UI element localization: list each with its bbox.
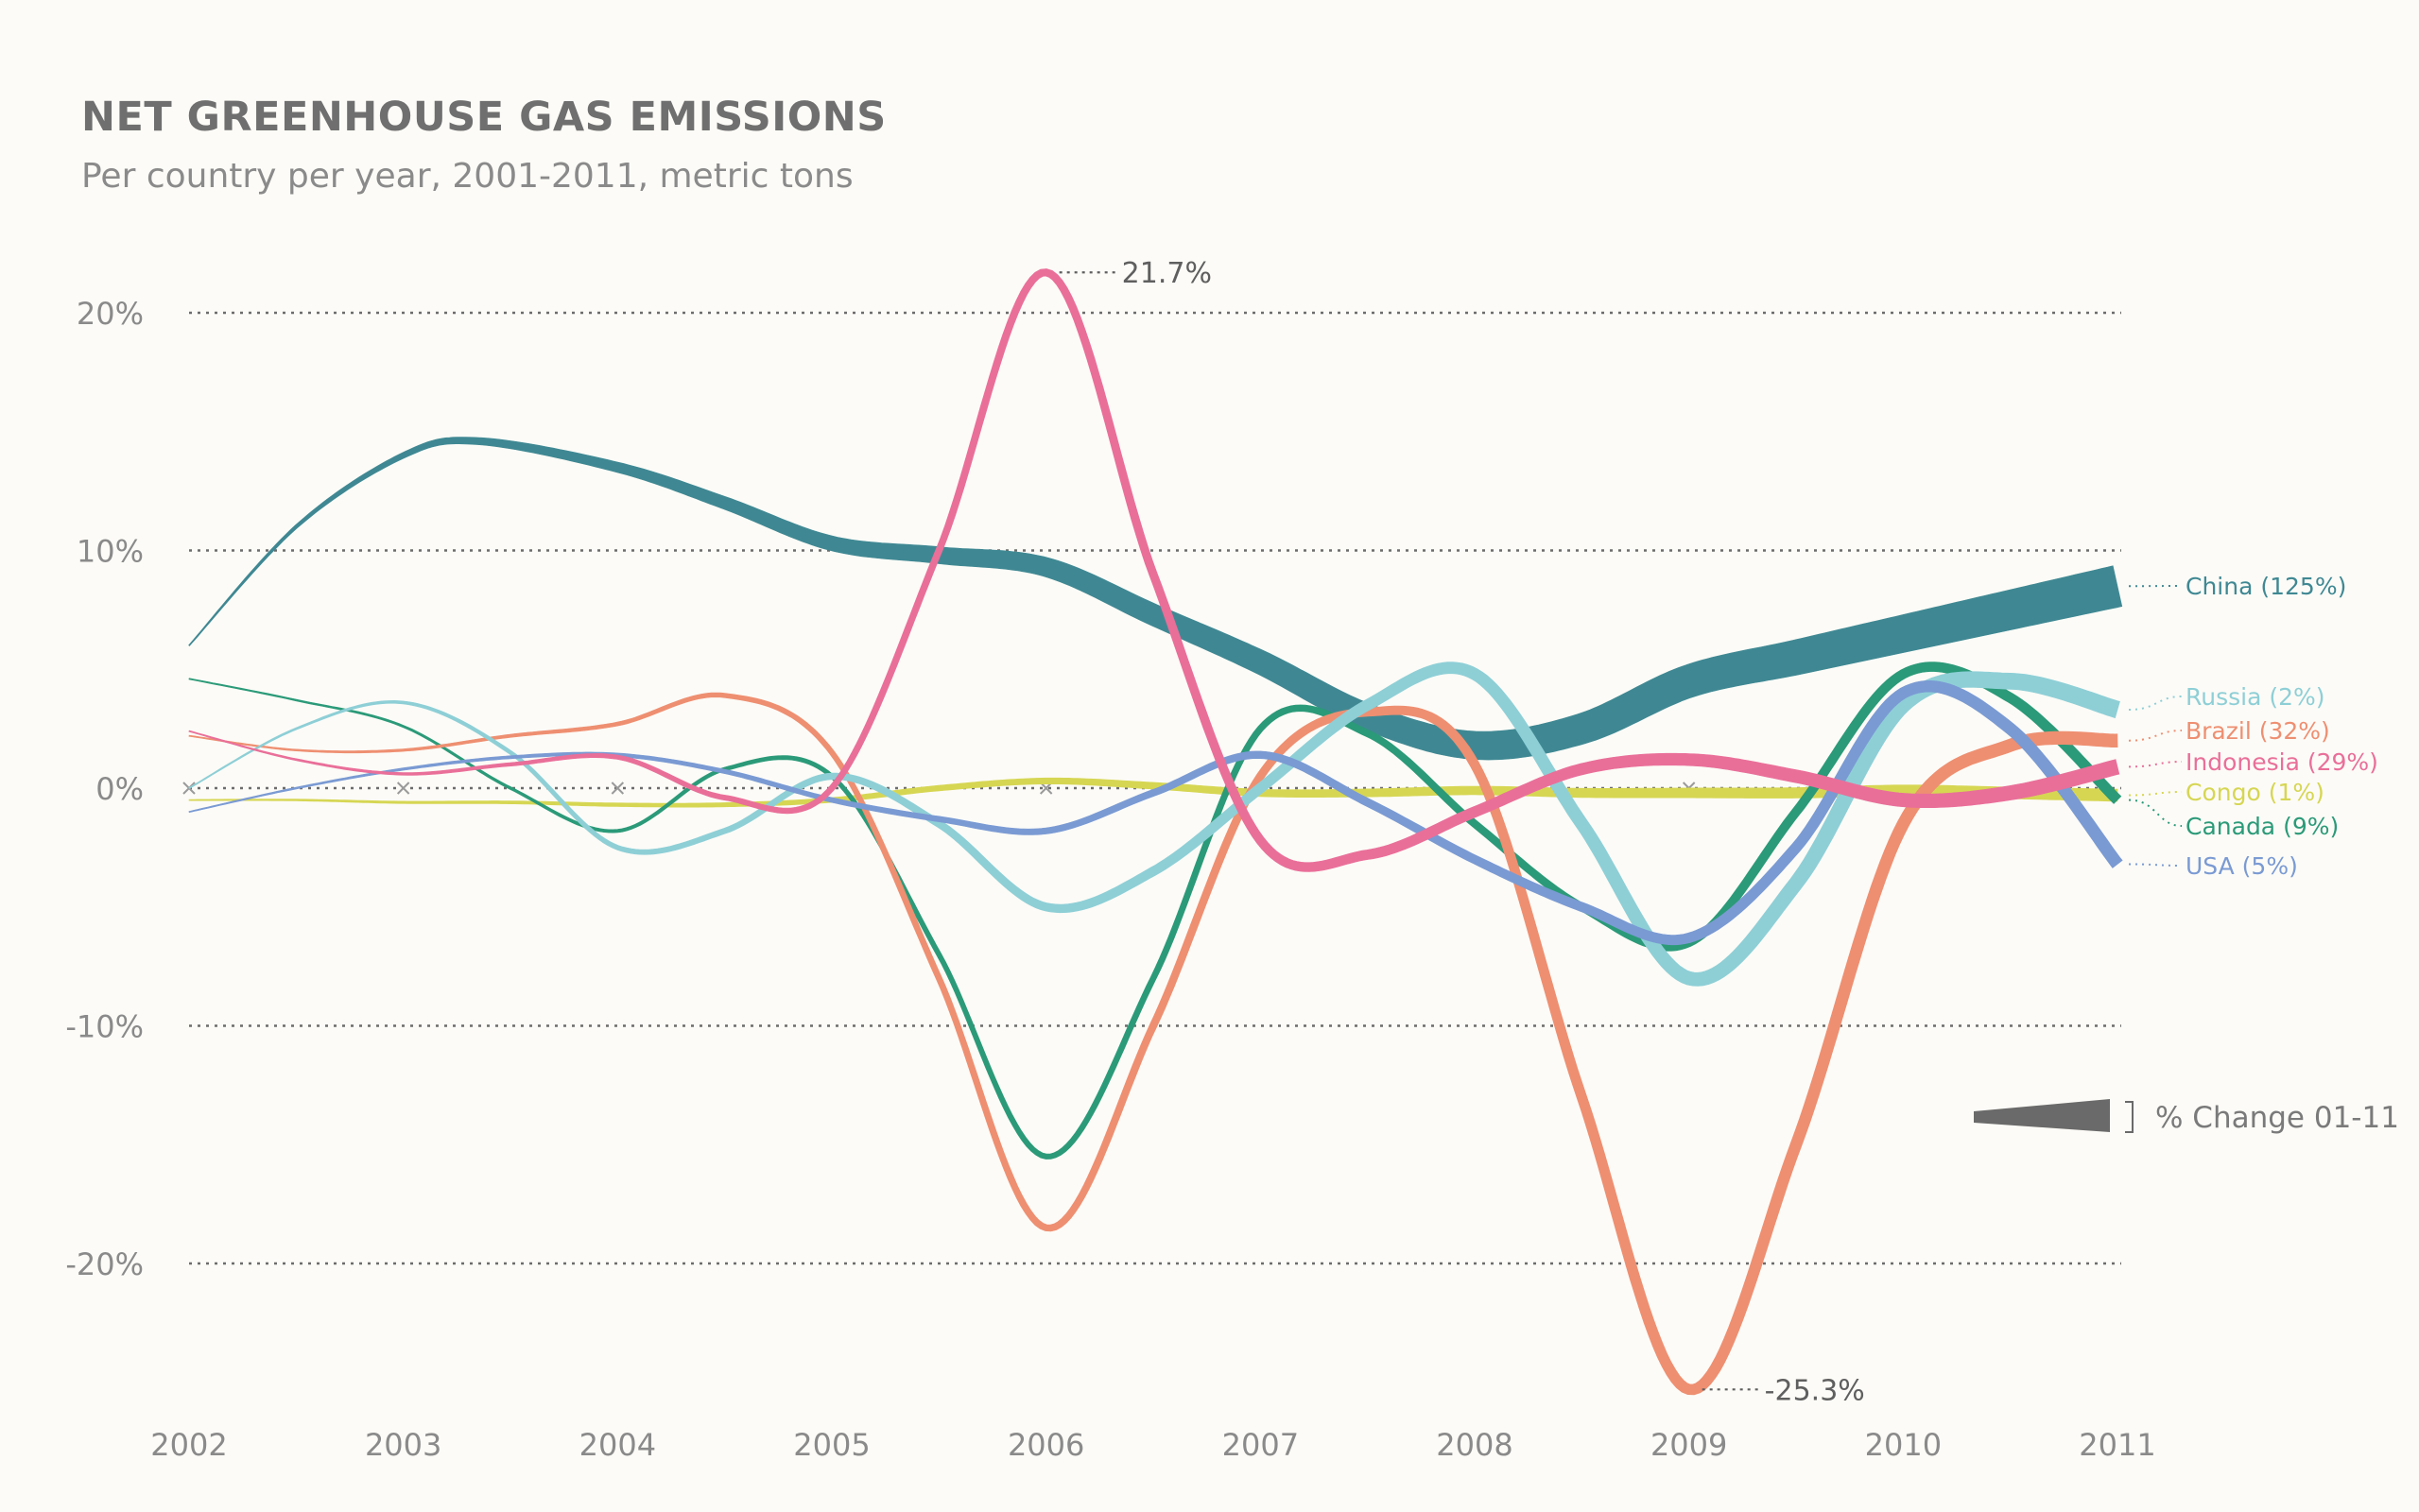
series-line-usa bbox=[188, 679, 2123, 946]
y-axis-ticks: 20% 10% 0% -10% -20% bbox=[65, 296, 144, 1282]
series-label-china: China (125%) bbox=[2186, 573, 2346, 600]
series-label-connector bbox=[2128, 799, 2183, 827]
y-tick-label: 20% bbox=[77, 296, 144, 332]
series-labels: China (125%) Russia (2%) Brazil (32%) Indon… bbox=[2128, 573, 2378, 880]
x-tick-label: 2011 bbox=[2079, 1427, 2155, 1463]
x-tick-label: 2004 bbox=[579, 1427, 656, 1463]
series-label-brazil: Brazil (32%) bbox=[2186, 717, 2330, 745]
x-tick-label: 2007 bbox=[1222, 1427, 1299, 1463]
x-tick-label: 2003 bbox=[365, 1427, 441, 1463]
series-lines bbox=[188, 268, 2123, 1396]
series-label-congo: Congo (1%) bbox=[2186, 779, 2324, 806]
chart-title: NET GREENHOUSE GAS EMISSIONS bbox=[81, 94, 887, 141]
series-line-china bbox=[188, 437, 2123, 761]
zero-x-marker-icon bbox=[611, 782, 625, 795]
series-label-russia: Russia (2%) bbox=[2186, 683, 2325, 711]
y-tick-label: 0% bbox=[95, 771, 144, 807]
series-label-connector bbox=[2128, 696, 2183, 712]
series-label-connector bbox=[2128, 761, 2183, 768]
series-label-canada: Canada (9%) bbox=[2186, 813, 2339, 840]
annotation-label: -25.3% bbox=[1765, 1374, 1865, 1407]
x-tick-label: 2005 bbox=[793, 1427, 870, 1463]
series-label-connector bbox=[2128, 730, 2183, 742]
chart-subtitle: Per country per year, 2001-2011, metric … bbox=[81, 157, 854, 196]
series-line-russia bbox=[188, 662, 2120, 987]
series-label-indonesia: Indonesia (29%) bbox=[2186, 748, 2378, 776]
legend-width-wedge-icon bbox=[1974, 1099, 2110, 1132]
legend-bracket-icon bbox=[2125, 1101, 2134, 1133]
x-tick-label: 2009 bbox=[1650, 1427, 1727, 1463]
x-tick-label: 2008 bbox=[1436, 1427, 1512, 1463]
series-label-usa: USA (5%) bbox=[2186, 852, 2298, 880]
x-tick-label: 2010 bbox=[1865, 1427, 1942, 1463]
series-line-canada bbox=[188, 662, 2122, 1160]
zero-x-marker-icon bbox=[396, 782, 410, 795]
legend: % Change 01-11 bbox=[1974, 1099, 2399, 1135]
y-tick-label: -20% bbox=[65, 1246, 144, 1282]
x-axis-ticks: 2002 2003 2004 2005 2006 2007 2008 2009 2010 2011 bbox=[150, 1427, 2155, 1463]
x-tick-label: 2002 bbox=[150, 1427, 227, 1463]
annotation-label: 21.7% bbox=[1122, 257, 1212, 290]
x-tick-label: 2006 bbox=[1008, 1427, 1084, 1463]
y-tick-label: 10% bbox=[77, 534, 144, 570]
series-label-connector bbox=[2128, 863, 2183, 867]
y-tick-label: -10% bbox=[65, 1009, 144, 1045]
series-label-connector bbox=[2128, 791, 2183, 797]
legend-label: % Change 01-11 bbox=[2155, 1101, 2399, 1135]
series-line-brazil bbox=[188, 692, 2118, 1396]
annotations: 21.7% -25.3% bbox=[1059, 257, 1865, 1407]
series-line-indonesia bbox=[188, 268, 2120, 872]
